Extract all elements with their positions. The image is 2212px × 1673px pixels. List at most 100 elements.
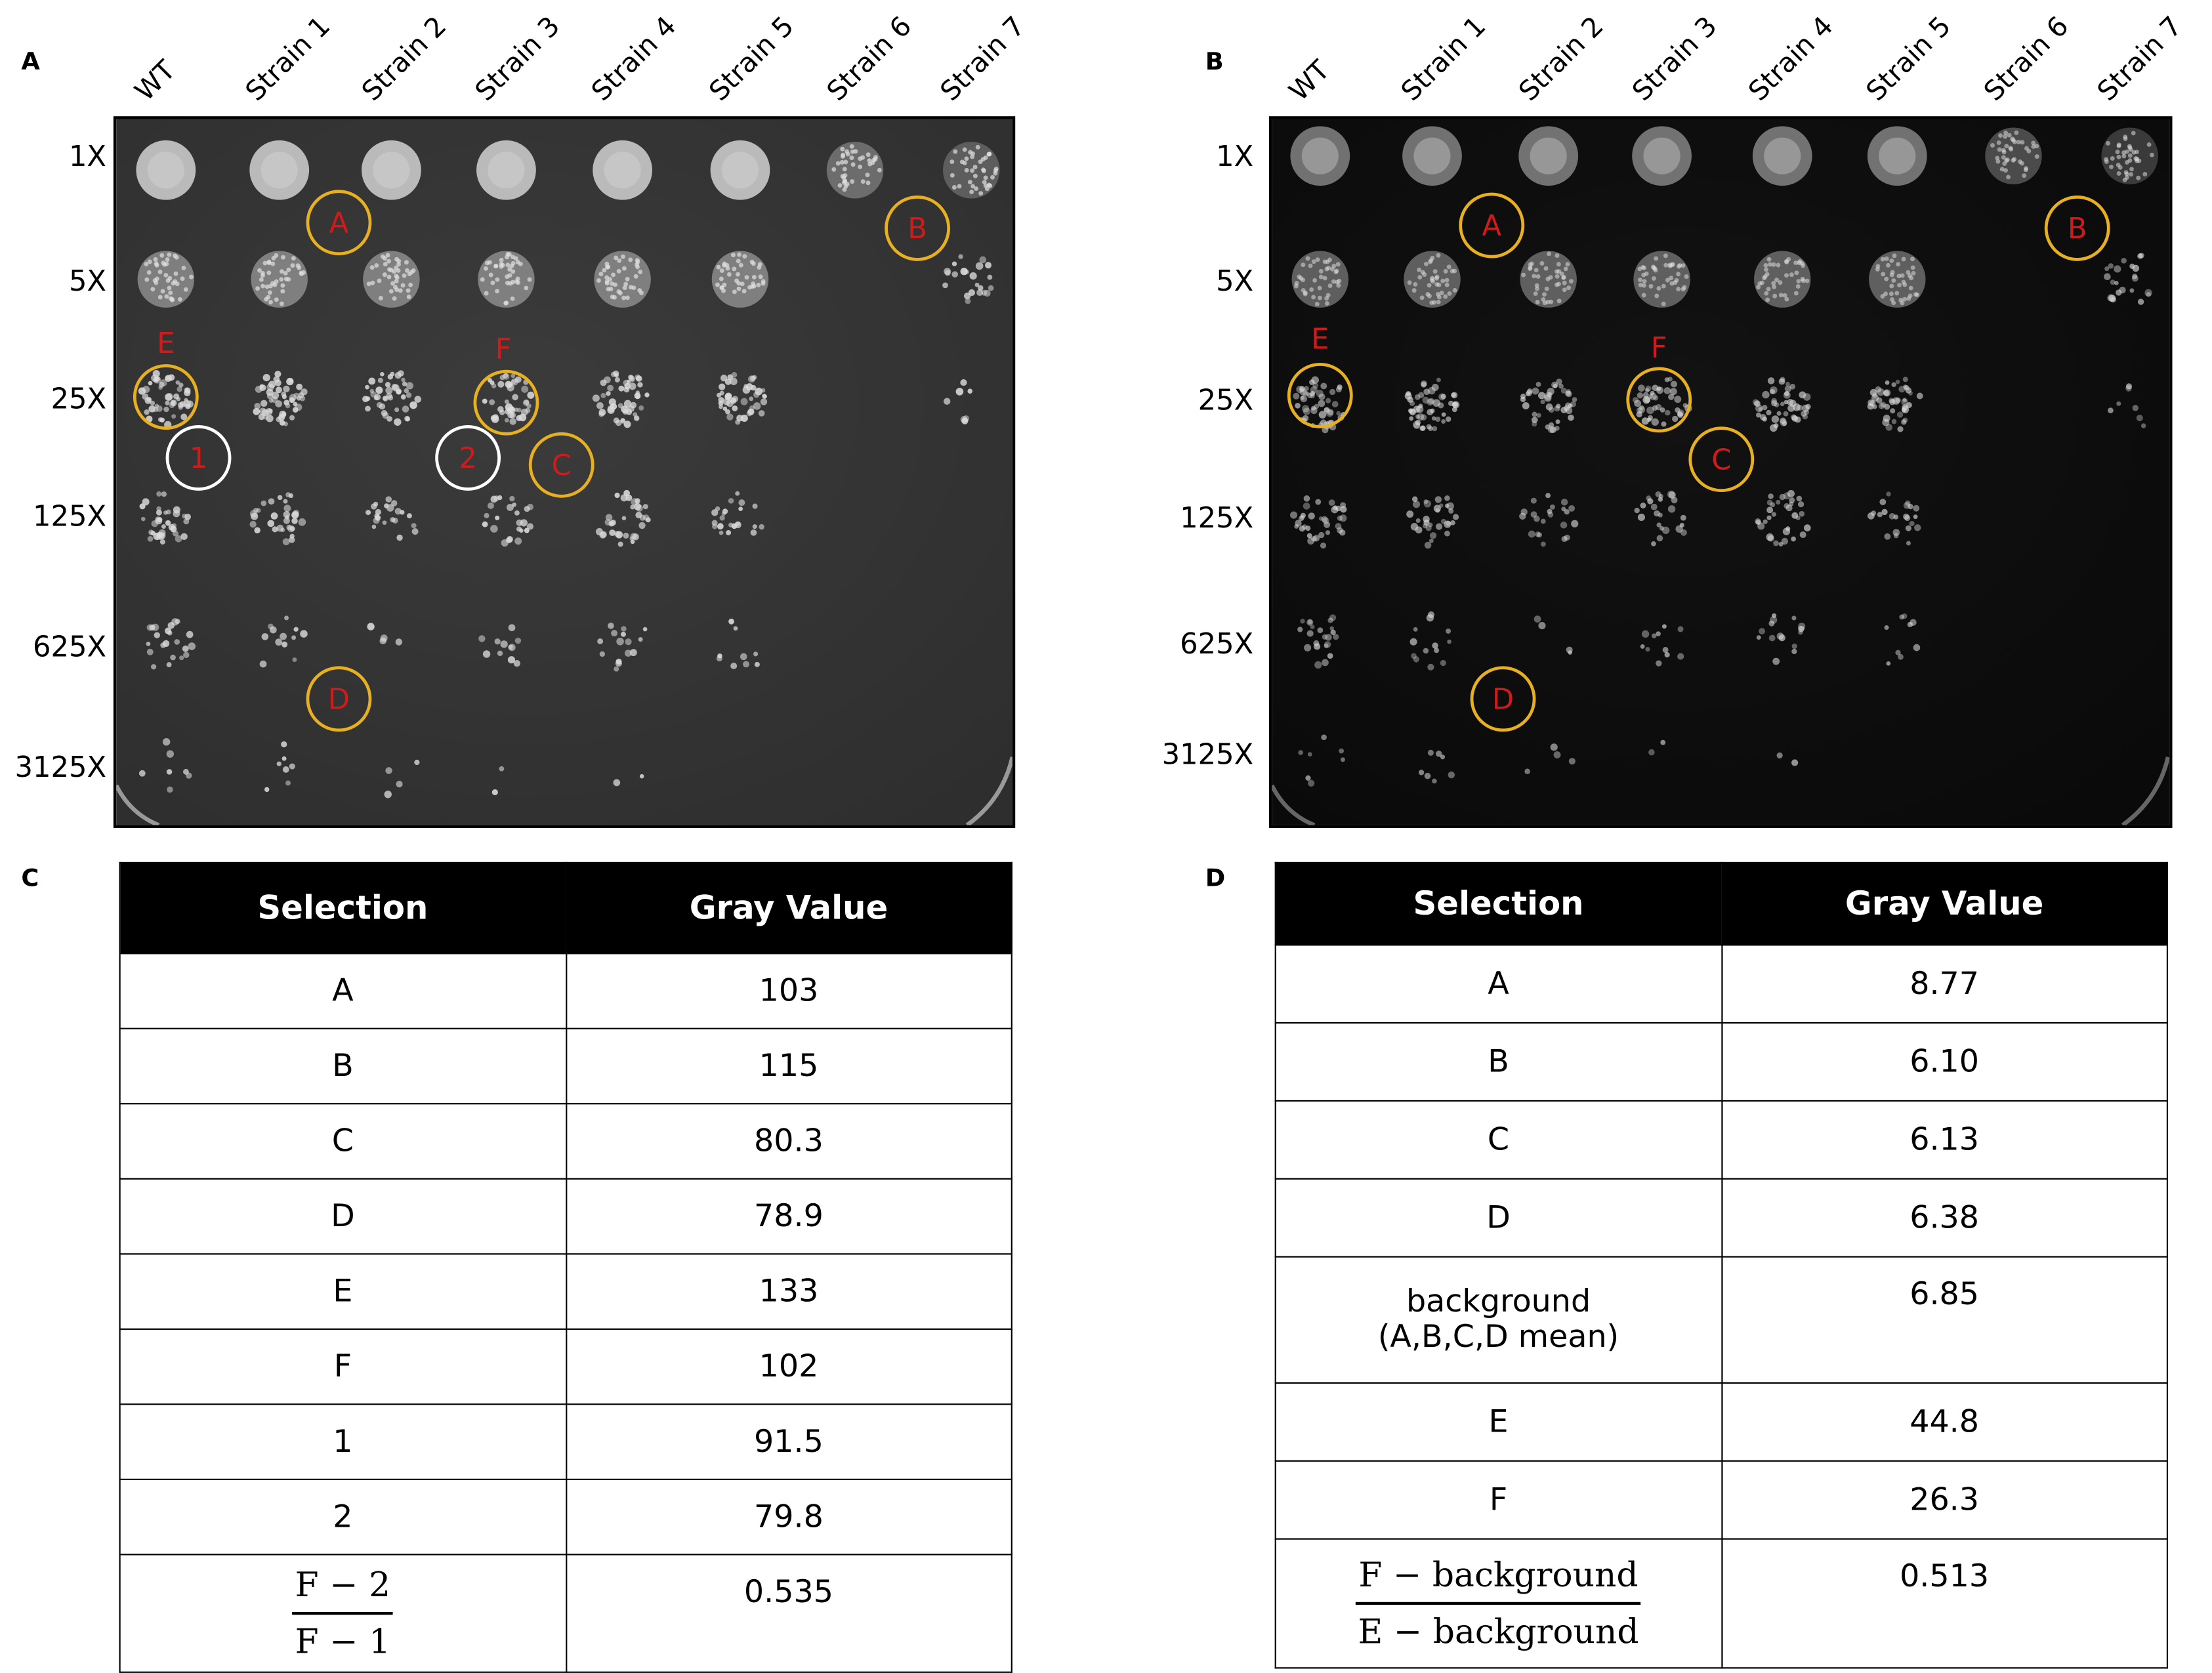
colony-spot (482, 373, 535, 425)
colony-spot (367, 623, 403, 646)
table-row: A 103 (119, 953, 1012, 1029)
colony-spot (251, 251, 308, 308)
colony-spot (1534, 615, 1573, 655)
gray-value-cell: 78.9 (565, 1178, 1012, 1255)
colony-spot (711, 251, 769, 308)
marker-C: C (528, 432, 595, 498)
marker-circle (1626, 367, 1692, 433)
colony-spot (362, 370, 422, 426)
strain-label: Strain 7 (2091, 10, 2188, 108)
table-row: F 102 (119, 1328, 1012, 1405)
selection-cell: C (1274, 1100, 1722, 1180)
selection-cell: D (1274, 1178, 1722, 1258)
colony-spot (476, 140, 536, 200)
ratio-numerator: F − 2 (292, 1563, 394, 1615)
plate-b-image: A B C D E F (1269, 116, 2180, 828)
gray-value-cell: 6.85 (1721, 1256, 2169, 1384)
table-row: B 115 (119, 1027, 1012, 1105)
ratio-fraction: F − 2 F − 1 (292, 1563, 394, 1663)
ratio-denominator: F − 1 (295, 1622, 391, 1662)
colony-spot (1289, 495, 1347, 549)
panel-letter-b: B (1205, 48, 1224, 77)
table-row: B 6.10 (1274, 1022, 2169, 1102)
ratio-fraction: F − background E − background (1356, 1554, 1641, 1653)
colony-spot (716, 618, 760, 669)
gray-value-cell: 44.8 (1721, 1382, 2169, 1462)
colony-spot (1640, 624, 1684, 667)
colony-spot (146, 618, 196, 670)
colony-spot (1409, 611, 1451, 671)
header-row: Selection Gray Value (119, 861, 1012, 955)
ratio-row: F − background E − background 0.513 (1274, 1538, 2169, 1669)
selection-cell: B (119, 1027, 567, 1105)
colony-spot (363, 251, 420, 308)
ratio-formula-cell: F − background E − background (1274, 1538, 1722, 1669)
colony-spot (1290, 126, 1350, 186)
colony-spot (384, 759, 420, 798)
plate-a-image: A B C D E F 1 2 (113, 116, 1024, 828)
colony-spot (593, 140, 653, 200)
strain-label: Strain 1 (240, 10, 337, 108)
marker-A: A (306, 190, 372, 256)
column-header: Selection (1274, 861, 1722, 946)
strain-label: WT (129, 54, 182, 108)
colony-spot (597, 623, 648, 672)
selection-cell: background (A,B,C,D mean) (1274, 1256, 1722, 1384)
colony-spot (1633, 251, 1690, 308)
table-d: Selection Gray Value A 8.77 B 6.10 C 6.13 D 6.38 b… (1274, 861, 2169, 1669)
colony-spot (1756, 613, 1806, 665)
colony-spot (943, 379, 973, 424)
selection-cell: D (119, 1178, 567, 1255)
marker-circle (133, 364, 199, 430)
colony-spot (2108, 383, 2146, 428)
colony-spot (1632, 126, 1692, 186)
strain-label: Strain 3 (469, 10, 566, 108)
marker-circle (2044, 195, 2110, 261)
colony-spot (139, 491, 191, 545)
ratio-row: F − 2 F − 1 0.535 (119, 1554, 1012, 1673)
colony-spot (1755, 489, 1811, 547)
colony-spot (1406, 495, 1459, 549)
dilution-label: 25X (1198, 382, 1254, 417)
marker-F: F (1626, 332, 1692, 433)
colony-spot (1298, 734, 1345, 787)
marker-E: E (1287, 323, 1353, 428)
colony-spot (1776, 752, 1799, 766)
panel-letter-c: C (21, 865, 39, 894)
strain-label: Strain 4 (1743, 10, 1840, 108)
marker-circle (1287, 362, 1353, 428)
colony-spot (249, 140, 310, 200)
gray-value-cell: 91.5 (565, 1403, 1012, 1480)
colony-spot (264, 741, 295, 793)
colony-spot (249, 492, 306, 546)
marker-D: D (1470, 666, 1536, 732)
table-row: background (A,B,C,D mean) 6.85 (1274, 1256, 2169, 1384)
panel-letter-a: A (21, 48, 40, 77)
colony-spot (1297, 614, 1339, 669)
strain-label: Strain 4 (585, 10, 683, 108)
marker-circle (1470, 666, 1536, 732)
marker-label: A (1482, 210, 1501, 243)
marker-circle (1459, 192, 1525, 258)
colony-spot (594, 251, 651, 308)
selection-cell: A (1274, 944, 1722, 1024)
selection-label: background (1406, 1284, 1591, 1320)
selection-cell: 2 (119, 1478, 567, 1556)
marker-2: 2 (435, 425, 501, 491)
colony-spot (942, 142, 1000, 199)
selection-sublabel: (A,B,C,D mean) (1377, 1319, 1619, 1355)
strain-label: Strain 6 (1978, 10, 2076, 108)
selection-cell: 1 (119, 1403, 567, 1480)
marker-circle (435, 425, 501, 491)
colony-spot (613, 774, 644, 787)
marker-F: F (473, 333, 539, 436)
colony-spot (138, 370, 194, 428)
ratio-denominator: E − background (1358, 1611, 1639, 1652)
marker-label: 1 (190, 442, 208, 475)
gray-value-cell: 6.38 (1721, 1178, 2169, 1258)
marker-circle (885, 195, 951, 261)
agar-background (1272, 119, 2180, 828)
marker-label: E (1311, 323, 1329, 356)
colony-spot (365, 496, 419, 541)
colony-spot (482, 495, 533, 547)
